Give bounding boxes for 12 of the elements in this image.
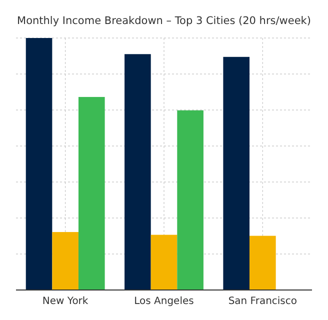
x-tick-label: New York xyxy=(42,296,88,307)
bar xyxy=(78,96,105,290)
x-tick-label: San Francisco xyxy=(228,296,298,307)
bar xyxy=(223,56,250,290)
x-tick-label: Los Angeles xyxy=(134,296,194,307)
bar xyxy=(26,38,52,290)
bar xyxy=(124,54,151,290)
chart-title: Monthly Income Breakdown – Top 3 Cities (20 hrs/week) xyxy=(17,15,311,27)
bar xyxy=(52,232,78,290)
bar xyxy=(150,234,178,290)
bar xyxy=(250,236,276,290)
bar xyxy=(177,110,204,290)
